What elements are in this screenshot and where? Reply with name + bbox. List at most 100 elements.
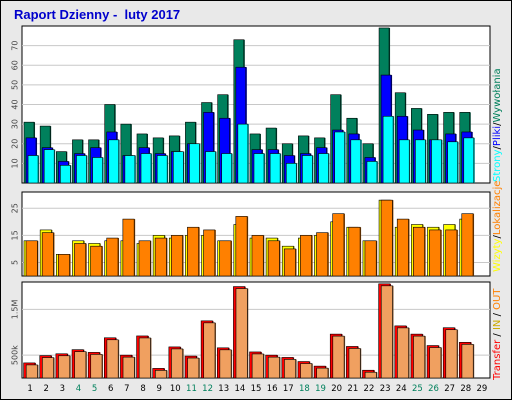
bar-transfer-out bbox=[203, 322, 216, 379]
legend-item: Wizyty bbox=[492, 238, 503, 272]
legend-item: / bbox=[492, 330, 503, 340]
bar-lokalizacje bbox=[348, 226, 361, 277]
bar-lokalizacje bbox=[267, 240, 280, 277]
bar-transfer-out bbox=[58, 355, 71, 379]
bar-transfer-out bbox=[332, 335, 345, 379]
x-tick-label: 23 bbox=[380, 384, 391, 394]
bar-transfer-out bbox=[316, 367, 329, 379]
x-tick-label: 29 bbox=[477, 384, 488, 394]
x-tick-label: 15 bbox=[251, 384, 262, 394]
x-tick-label: 4 bbox=[76, 384, 81, 394]
legend-item: Lokalizacje bbox=[492, 181, 503, 236]
bar-transfer-out bbox=[187, 357, 200, 379]
legend-item: Strony bbox=[492, 149, 503, 182]
x-tick-label: 27 bbox=[444, 384, 455, 394]
y-tick-label: 1.5M bbox=[11, 300, 20, 320]
bar-lokalizacje bbox=[90, 245, 103, 277]
bar-lokalizacje bbox=[251, 235, 264, 277]
bar-strony bbox=[189, 143, 200, 184]
bar-strony bbox=[253, 153, 265, 184]
bar-transfer-out bbox=[90, 354, 103, 379]
y-tick-label: 15 bbox=[11, 230, 20, 240]
bar-lokalizacje bbox=[380, 199, 393, 277]
bar-strony bbox=[205, 151, 216, 184]
bar-strony bbox=[366, 161, 378, 184]
bar-lokalizacje bbox=[58, 254, 70, 277]
bar-transfer-out bbox=[171, 348, 184, 379]
bar-transfer-out bbox=[461, 344, 474, 379]
bar-strony bbox=[382, 115, 394, 184]
bar-transfer-out bbox=[251, 353, 264, 379]
y-tick-label: 40 bbox=[11, 99, 20, 109]
bar-transfer-out bbox=[364, 371, 377, 379]
y-tick-label: 20 bbox=[11, 139, 20, 149]
x-tick-label: 16 bbox=[267, 384, 278, 394]
bar-strony bbox=[221, 153, 233, 184]
x-tick-label: 10 bbox=[170, 384, 181, 394]
bar-lokalizacje bbox=[445, 229, 458, 277]
bar-transfer-out bbox=[138, 337, 151, 379]
bar-transfer-out bbox=[348, 348, 361, 379]
x-tick-label: 26 bbox=[428, 384, 439, 394]
bar-strony bbox=[415, 139, 426, 184]
legend-item: / bbox=[492, 310, 503, 320]
x-tick-label: 1 bbox=[27, 384, 32, 394]
bar-strony bbox=[285, 163, 297, 184]
x-tick-label: 6 bbox=[108, 384, 113, 394]
legend-item: / bbox=[492, 145, 503, 149]
bar-lokalizacje bbox=[106, 237, 119, 277]
bar-transfer-out bbox=[106, 339, 119, 379]
x-tick-label: 12 bbox=[202, 384, 213, 394]
bar-lokalizacje bbox=[203, 229, 216, 277]
bar-lokalizacje bbox=[187, 226, 200, 277]
y-tick-label: 70 bbox=[11, 41, 20, 51]
legend-transfer-text: Transfer / IN / OUT bbox=[492, 288, 503, 381]
x-tick-label: 8 bbox=[140, 384, 145, 394]
bar-transfer-out bbox=[25, 364, 38, 379]
bar-transfer-out bbox=[122, 356, 135, 379]
x-tick-label: 13 bbox=[218, 384, 229, 394]
bar-transfer-out bbox=[445, 329, 458, 379]
bar-transfer-out bbox=[413, 335, 426, 379]
x-tick-label: 17 bbox=[283, 384, 294, 394]
bar-strony bbox=[108, 139, 120, 184]
bar-strony bbox=[302, 155, 313, 184]
legend-visits-sites: Wizyty/Lokalizacje bbox=[492, 181, 503, 272]
legend-visits-sites-text: Wizyty/Lokalizacje bbox=[492, 181, 503, 272]
legend-item: Wywołania bbox=[492, 68, 503, 122]
bar-transfer-out bbox=[267, 356, 280, 379]
bar-transfer-out bbox=[380, 285, 393, 379]
bar-lokalizacje bbox=[138, 240, 151, 277]
x-tick-label: 20 bbox=[331, 384, 342, 394]
bar-strony bbox=[463, 137, 475, 184]
legend-item: OUT bbox=[492, 288, 503, 310]
bar-strony bbox=[269, 153, 281, 184]
legend-transfer: Transfer / IN / OUT bbox=[492, 288, 503, 381]
bar-lokalizacje bbox=[316, 232, 329, 277]
x-tick-label: 19 bbox=[315, 384, 326, 394]
y-tick-label: 30 bbox=[11, 119, 20, 129]
x-tick-label: 9 bbox=[156, 384, 161, 394]
legend-item: Transfer bbox=[492, 339, 503, 381]
bar-lokalizacje bbox=[413, 226, 425, 277]
y-tick-label: 60 bbox=[11, 60, 20, 70]
bar-lokalizacje bbox=[332, 213, 345, 277]
x-tick-label: 3 bbox=[60, 384, 65, 394]
bar-strony bbox=[172, 151, 184, 184]
bar-transfer-out bbox=[42, 357, 54, 379]
bar-lokalizacje bbox=[25, 240, 38, 277]
bar-strony bbox=[92, 157, 103, 184]
bar-lokalizacje bbox=[219, 240, 232, 277]
bar-strony bbox=[350, 139, 362, 184]
x-tick-label: 7 bbox=[124, 384, 129, 394]
bar-transfer-out bbox=[219, 349, 232, 379]
bar-lokalizacje bbox=[283, 248, 296, 277]
legend-item: Pliki bbox=[492, 126, 503, 146]
bar-strony bbox=[156, 155, 168, 184]
bar-lokalizacje bbox=[396, 218, 409, 277]
x-tick-label: 2 bbox=[43, 384, 48, 394]
bar-lokalizacje bbox=[364, 240, 377, 277]
y-tick-label: 25 bbox=[11, 203, 20, 213]
bar-lokalizacje bbox=[170, 235, 183, 277]
